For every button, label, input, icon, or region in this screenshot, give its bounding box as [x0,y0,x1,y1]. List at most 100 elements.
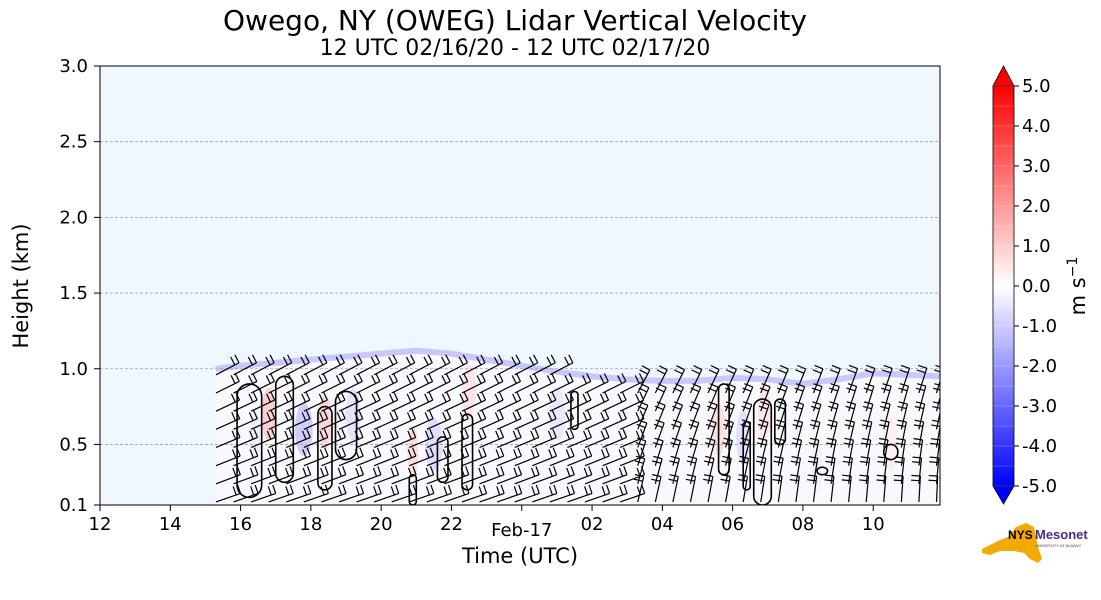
wind-barb [444,428,469,449]
wind-barb [549,410,575,430]
contour-line [752,398,773,505]
wind-barb [514,484,540,503]
wind-barb [685,474,697,503]
wind-barb [772,474,783,503]
wind-barb [409,447,435,467]
wind-barb [356,466,382,485]
wind-barb [391,410,417,430]
wind-barb [705,419,717,448]
wind-barb [321,410,346,430]
wind-barb [842,456,853,484]
contour-line [317,405,333,491]
wind-barb [549,354,574,376]
wind-barb [409,373,434,394]
grid-lines [100,141,940,445]
wind-barb [461,428,487,449]
wind-barb [916,364,928,394]
wind-barb [912,438,924,466]
wind-barb [567,484,593,503]
wind-barb [461,410,487,430]
wind-barb [636,419,648,448]
wind-barb [479,484,505,503]
wind-barb [321,391,346,412]
wind-barb [215,391,241,412]
wind-barb [338,354,363,376]
wind-barb [286,373,311,394]
wind-barb [619,373,644,394]
wind-barb [637,365,651,394]
wind-barb [741,401,753,430]
wind-barb [602,428,628,449]
wind-barb [321,484,347,503]
wind-barb [496,391,522,412]
wind-barb [706,401,718,430]
wind-barb [773,456,784,484]
wind-barb [479,354,504,376]
wind-barb [373,447,399,467]
wind-barb [549,447,575,467]
wind-barb [654,365,668,394]
wind-barb [549,428,575,449]
wind-barb [602,391,627,412]
colorbar: 5.0 4.0 3.0 2.0 1.0 0.0 -1.0 -2.0 -3.0 -4.0 -5.0 m… [992,65,1090,505]
wind-barb [373,484,400,503]
wind-barb [707,383,719,412]
wind-barb [725,383,736,412]
y-tick-label: 0.1 [59,495,88,516]
wind-barb [426,354,451,376]
y-tick-label: 2.5 [59,132,88,153]
wind-barb [532,391,557,412]
wind-barb [913,419,925,448]
wind-barb [250,354,275,376]
y-axis-label: Height (km) [9,223,33,348]
wind-barb [268,466,294,485]
y-tick-label: 2.0 [59,207,88,228]
wind-barb [860,437,872,466]
wind-barb [777,364,789,394]
x-tick-label: 18 [299,514,322,535]
wind-barb [914,401,926,430]
wind-barb [602,484,628,503]
wind-barb [373,354,398,376]
wind-barb [268,354,293,376]
x-tick-label: 12 [89,514,112,535]
logo-nys-text: NYS [1008,528,1033,542]
wind-barb [303,410,329,430]
wind-barb [303,391,328,412]
wind-barb [409,410,434,430]
x-tick-label: 20 [370,514,393,535]
wind-barb [461,484,488,503]
wind-barb [426,373,451,394]
wind-barb [847,364,859,394]
wind-barb [584,391,610,412]
wind-barb [707,365,720,394]
velocity-feature [757,387,772,441]
wind-barb [549,484,575,503]
wind-barb [879,419,890,448]
wind-barb [444,410,469,430]
wind-barb [881,364,893,394]
wind-barb [737,474,749,503]
x-tick-label: 04 [651,514,674,535]
wind-barb [532,410,557,430]
velocity-feature [249,410,260,464]
wind-barb [356,484,382,503]
wind-barb [776,401,787,430]
colorbar-tick-label: 4.0 [1022,116,1051,137]
wind-barb [286,447,312,467]
wind-barb [496,447,522,467]
wind-barb [567,428,592,449]
contour-line [816,466,829,476]
wind-barb [426,410,452,430]
wind-barb [931,419,940,448]
wind-barb [758,401,770,430]
wind-barb [584,410,610,430]
wind-barb [725,365,737,394]
colorbar-label: m s−1 [1065,257,1090,316]
wind-barb [846,383,858,412]
colorbar-tick-label: -5.0 [1022,476,1057,497]
wind-barb [303,354,328,376]
contour-line [334,390,358,461]
y-tick-label: 0.5 [59,434,88,455]
